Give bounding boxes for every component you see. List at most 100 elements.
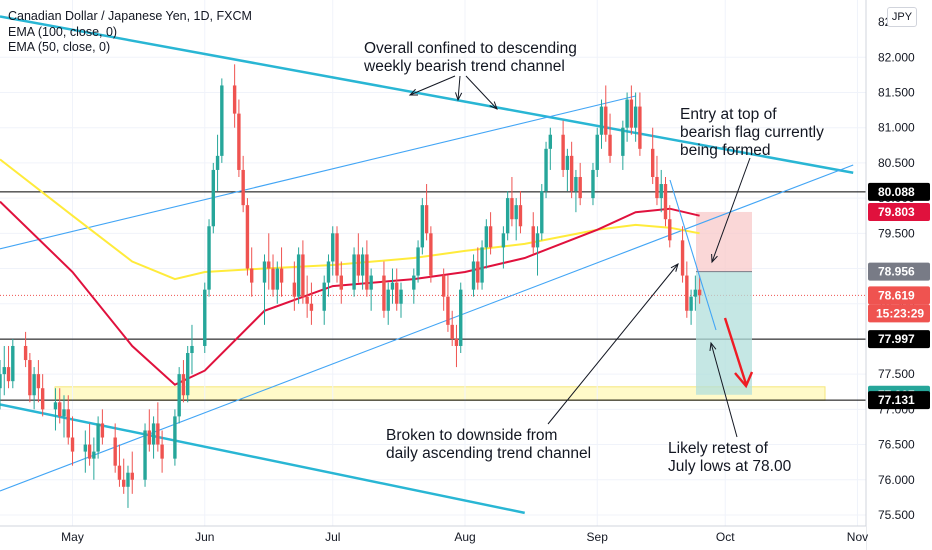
candle-body	[262, 261, 267, 283]
candle	[53, 388, 58, 431]
arrow-broken-head	[670, 263, 679, 272]
price-tag-bg	[868, 304, 930, 323]
candle-body	[561, 134, 565, 170]
candle-body	[245, 205, 250, 269]
price-axis-label: 76.000	[878, 473, 915, 487]
candle-body	[424, 205, 429, 234]
ema-layer	[0, 158, 700, 386]
candle-body	[143, 430, 147, 480]
candle	[480, 240, 484, 290]
candle-body	[156, 423, 160, 445]
candle-body	[87, 444, 92, 459]
candle-body	[659, 184, 663, 199]
chart-legend: Canadian Dollar / Japanese Yen, 1D, FXCM…	[8, 9, 252, 56]
candle-body	[535, 233, 540, 248]
candle-body	[181, 374, 186, 396]
candle-body	[390, 282, 395, 290]
candle-body	[689, 296, 693, 311]
candle-body	[650, 148, 655, 177]
candle	[591, 162, 595, 206]
candle-body	[663, 184, 668, 220]
price-tag-text: 77.997	[878, 332, 915, 346]
candle	[11, 338, 15, 389]
candle-body	[399, 289, 403, 304]
arrow-entry	[711, 157, 751, 263]
price-axis-label: 75.500	[878, 508, 915, 522]
annotation-broken-line: daily ascending trend channel	[386, 445, 591, 462]
arrow-channel-2	[457, 75, 461, 101]
candle-body	[335, 233, 339, 276]
candle-body	[505, 198, 510, 234]
candle-body	[621, 127, 625, 156]
candle-body	[604, 106, 608, 135]
time-axis-label: Sep	[587, 530, 609, 544]
candle-body	[484, 226, 489, 248]
candle-body	[96, 423, 100, 452]
candle	[689, 289, 693, 325]
candle-body	[6, 367, 11, 382]
candle	[151, 416, 156, 459]
annotation-entry-line: being formed	[680, 142, 770, 159]
candle	[100, 409, 105, 445]
candle	[685, 261, 689, 318]
candle-body	[441, 275, 446, 297]
candle-body	[638, 106, 642, 149]
price-tags-layer: 80.08879.80378.95678.61977.99777.20777.1…	[868, 182, 930, 410]
price-tag-level_77997: 77.997	[868, 330, 930, 349]
candle-body	[429, 233, 433, 276]
candle-body	[339, 275, 343, 290]
candle-body	[305, 296, 309, 304]
candle	[501, 226, 506, 269]
price-axis-label: 77.500	[878, 367, 915, 381]
candle	[215, 134, 220, 192]
candle-body	[117, 465, 122, 480]
arrow-retest	[710, 342, 738, 438]
price-tag-text: 78.956	[878, 265, 915, 279]
candle-body	[190, 345, 194, 354]
price-tag-text: 78.619	[878, 288, 915, 302]
candle	[395, 268, 399, 311]
candle-body	[608, 134, 612, 156]
candle-body	[488, 226, 493, 248]
candle	[70, 416, 75, 466]
candle	[697, 275, 702, 304]
candle-body	[122, 479, 126, 487]
time-axis-label: Jun	[195, 530, 214, 544]
projection-arrow-head	[734, 371, 754, 389]
candle	[629, 85, 634, 135]
price-tag-level_77131: 77.131	[868, 391, 930, 410]
candle-body	[292, 282, 297, 297]
trendline-ascending-channel-bottom	[0, 164, 854, 492]
candle-body	[454, 338, 459, 346]
candle-body	[2, 367, 6, 375]
candle-body	[471, 261, 476, 290]
price-axis-label: 82.000	[878, 50, 915, 64]
candle-body	[514, 205, 518, 220]
trendline-descending-channel-top	[0, 15, 854, 174]
candle	[32, 367, 36, 410]
candle	[241, 155, 245, 213]
ema-100-legend[interactable]: EMA (100, close, 0)	[8, 24, 118, 39]
price-tag-text: 77.131	[878, 393, 915, 407]
candle-body	[510, 198, 514, 220]
candle	[484, 219, 489, 269]
candle-body	[531, 226, 535, 248]
price-axis-label: 81.000	[878, 121, 915, 135]
candle-body	[309, 303, 314, 311]
candle-body	[23, 345, 28, 361]
candle	[339, 261, 343, 304]
currency-badge[interactable]: JPY	[887, 7, 917, 27]
candle	[335, 226, 339, 283]
candle-body	[569, 155, 574, 192]
annotation-retest-line: Likely retest of	[668, 440, 769, 457]
candle	[429, 226, 433, 283]
ema-50-legend[interactable]: EMA (50, close, 0)	[8, 40, 111, 54]
candle	[2, 345, 6, 396]
candle	[604, 85, 608, 142]
symbol-title[interactable]: Canadian Dollar / Japanese Yen, 1D, FXCM	[8, 9, 252, 23]
candle-body	[53, 402, 58, 410]
candle	[211, 162, 216, 234]
candle-body	[271, 268, 275, 290]
candle	[305, 275, 309, 318]
